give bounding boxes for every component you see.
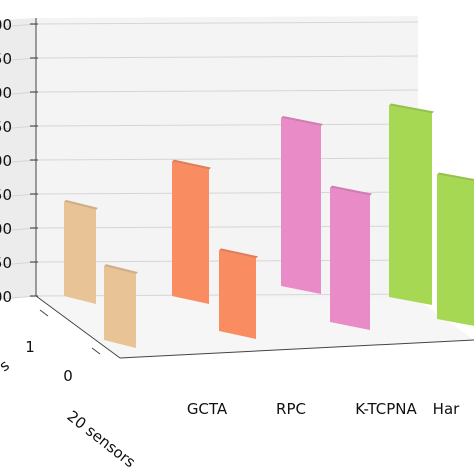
y-tick-label: 50 [0, 254, 12, 272]
bar-har-series-1 [437, 174, 474, 326]
bar-har-series-0 [389, 105, 432, 305]
x-axis-line [119, 339, 474, 359]
gridline [35, 123, 419, 127]
gridline [35, 55, 419, 59]
x-axis-tick-text: 20 sensors [64, 407, 139, 471]
gridline [35, 21, 419, 25]
y-tick-label: 00 [0, 16, 12, 34]
y-tick-label: 00 [0, 220, 12, 238]
floor-axes [35, 295, 474, 359]
bar-top-gcta-series-1 [104, 264, 138, 275]
y-tick-label: 50 [0, 50, 12, 68]
back-pane [36, 16, 418, 300]
y-tick-label: 50 [0, 118, 12, 136]
category-label-har: Har [433, 400, 460, 418]
bar-top-rpc-series-1 [219, 248, 258, 259]
y-tick-label: 00 [0, 152, 12, 170]
bar-rpc-series-0 [172, 161, 209, 304]
depth-axis-line [35, 295, 121, 359]
bar-top-k-tcpna-series-0 [281, 116, 323, 126]
depth-tick-mark [39, 309, 49, 317]
category-label-gcta: GCTA [187, 400, 228, 418]
bar-gcta-series-0 [64, 201, 96, 304]
side-pane [0, 18, 36, 300]
depth-tick-label: 1 [25, 338, 35, 356]
bars [64, 103, 474, 348]
bar-rpc-series-1 [219, 250, 256, 339]
bar-top-k-tcpna-series-1 [330, 185, 372, 196]
depth-tick-mark [91, 347, 101, 355]
axis-labels: GCTA RPC K-TCPNA Har 1 0 s 20 sensors [0, 338, 460, 471]
depth-tick-label: 0 [63, 367, 73, 385]
bar-top-rpc-series-0 [172, 159, 211, 170]
y-axis: 00 50 00 50 00 50 00 50 00 [0, 16, 38, 306]
y-tick-label: 00 [0, 84, 12, 102]
depth-axis-label: s [0, 356, 13, 375]
category-label-k-tcpna: K-TCPNA [355, 400, 417, 418]
bar-k-tcpna-series-1 [330, 187, 370, 330]
bar-top-har-series-1 [437, 172, 474, 182]
gridline [35, 157, 419, 161]
bar-k-tcpna-series-0 [281, 118, 321, 294]
category-label-rpc: RPC [276, 400, 306, 418]
gridline [35, 89, 419, 93]
bar-gcta-series-1 [104, 266, 136, 348]
bar-top-gcta-series-0 [64, 199, 98, 210]
bar-top-har-series-0 [389, 103, 434, 114]
y-tick-label: 00 [0, 288, 12, 306]
y-tick-label: 50 [0, 186, 12, 204]
